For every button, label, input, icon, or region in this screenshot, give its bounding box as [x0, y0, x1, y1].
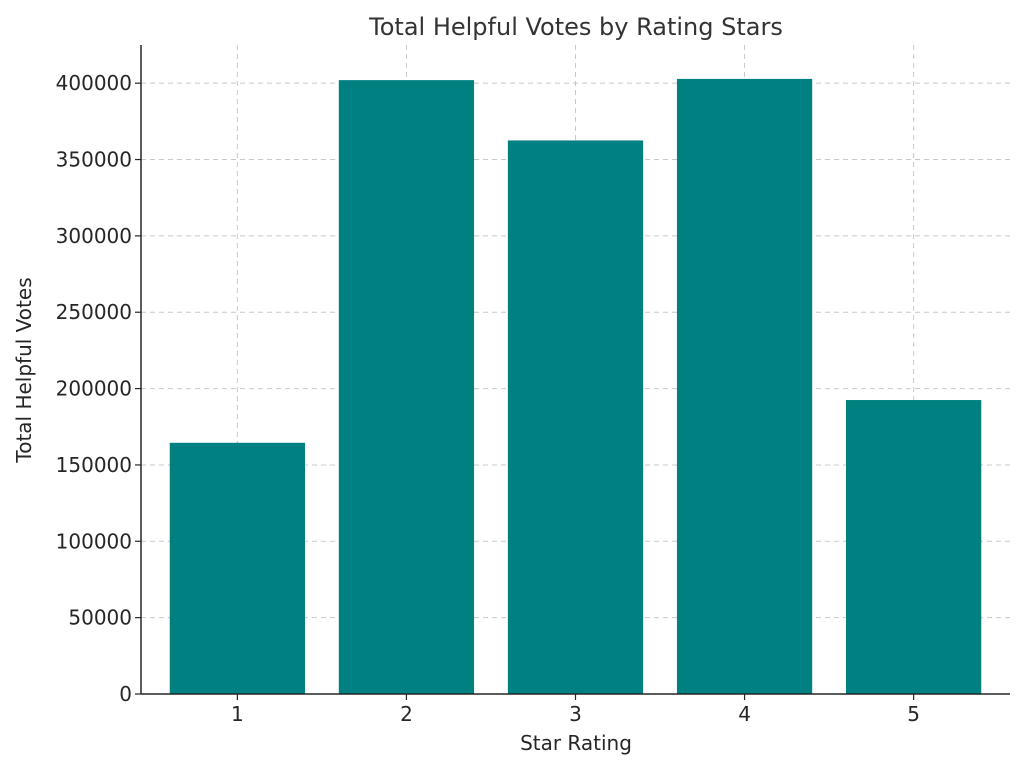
bar-rating-1 — [169, 442, 305, 694]
bar-rating-3 — [507, 140, 644, 695]
y-ticks: 0 50000 100000 150000 200000 250000 300000 3500… — [56, 71, 141, 706]
y-tick-label: 0 — [119, 682, 132, 706]
y-tick-label: 400000 — [56, 71, 132, 95]
x-tick-label: 5 — [907, 702, 920, 726]
y-tick-label: 350000 — [56, 148, 132, 172]
y-tick-label: 300000 — [56, 224, 132, 248]
y-tick-label: 200000 — [56, 377, 132, 401]
x-ticks: 1 2 3 4 5 — [231, 694, 920, 726]
x-tick-label: 3 — [569, 702, 582, 726]
y-tick-label: 250000 — [56, 300, 132, 324]
x-tick-label: 1 — [231, 702, 244, 726]
x-tick-label: 2 — [400, 702, 413, 726]
y-tick-label: 150000 — [56, 453, 132, 477]
y-axis-label: Total Helpful Votes — [12, 277, 36, 463]
bar-rating-2 — [338, 80, 475, 694]
y-tick-label: 100000 — [56, 529, 132, 553]
x-tick-label: 4 — [738, 702, 751, 726]
bar-rating-5 — [846, 400, 982, 694]
chart-title: Total Helpful Votes by Rating Stars — [368, 13, 783, 41]
x-axis-label: Star Rating — [520, 731, 632, 755]
y-tick-label: 50000 — [68, 606, 132, 630]
bars — [169, 78, 982, 695]
bar-rating-4 — [676, 78, 813, 695]
